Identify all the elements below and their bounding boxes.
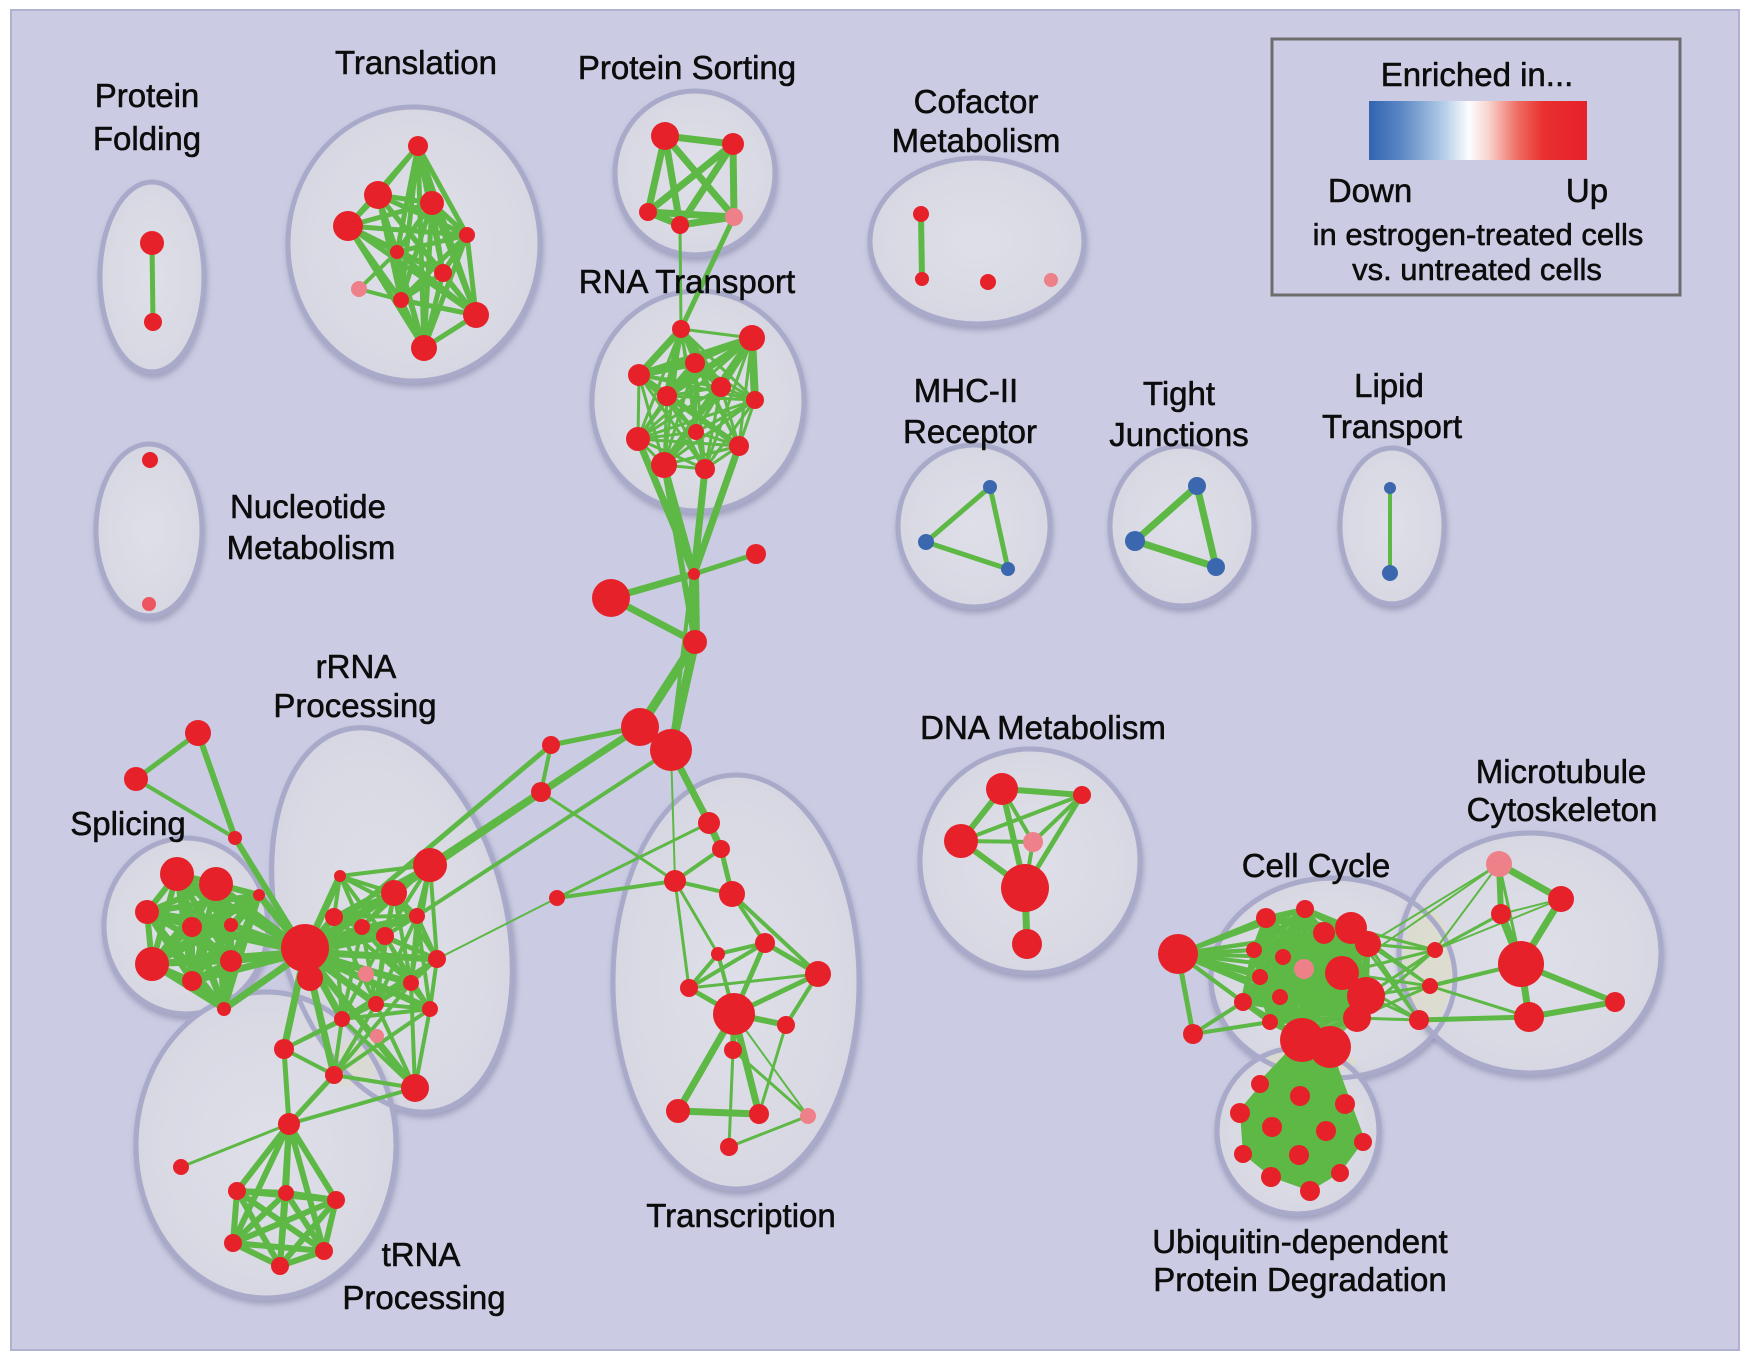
svg-text:RNA Transport: RNA Transport xyxy=(579,263,795,300)
svg-text:Protein Sorting: Protein Sorting xyxy=(578,49,796,86)
svg-text:Metabolism: Metabolism xyxy=(892,122,1061,159)
svg-text:Protein Degradation: Protein Degradation xyxy=(1153,1261,1447,1298)
svg-text:Enriched in...: Enriched in... xyxy=(1381,56,1574,93)
svg-text:Up: Up xyxy=(1566,172,1608,209)
svg-text:in estrogen-treated cells: in estrogen-treated cells xyxy=(1313,217,1644,252)
svg-text:Nucleotide: Nucleotide xyxy=(230,488,386,525)
svg-text:Translation: Translation xyxy=(335,44,497,81)
svg-text:Processing: Processing xyxy=(342,1279,505,1316)
svg-text:tRNA: tRNA xyxy=(382,1236,461,1273)
svg-text:Transport: Transport xyxy=(1322,408,1462,445)
svg-text:Lipid: Lipid xyxy=(1354,367,1424,404)
svg-text:Folding: Folding xyxy=(93,120,201,157)
svg-text:Down: Down xyxy=(1328,172,1412,209)
svg-text:Splicing: Splicing xyxy=(70,805,186,842)
svg-text:rRNA: rRNA xyxy=(316,648,397,685)
svg-text:Transcription: Transcription xyxy=(646,1197,836,1234)
svg-text:Cell Cycle: Cell Cycle xyxy=(1242,847,1391,884)
svg-text:Tight: Tight xyxy=(1143,375,1215,412)
svg-text:MHC-II: MHC-II xyxy=(914,372,1018,409)
svg-text:Cytoskeleton: Cytoskeleton xyxy=(1467,791,1658,828)
svg-text:Microtubule: Microtubule xyxy=(1476,753,1647,790)
svg-text:vs. untreated cells: vs. untreated cells xyxy=(1352,252,1602,287)
svg-text:Ubiquitin-dependent: Ubiquitin-dependent xyxy=(1152,1223,1447,1260)
svg-text:Receptor: Receptor xyxy=(903,413,1037,450)
svg-text:Cofactor: Cofactor xyxy=(914,83,1039,120)
svg-text:Junctions: Junctions xyxy=(1109,416,1248,453)
svg-text:Processing: Processing xyxy=(273,687,436,724)
svg-text:Protein: Protein xyxy=(95,77,200,114)
svg-text:Metabolism: Metabolism xyxy=(227,529,396,566)
svg-text:DNA Metabolism: DNA Metabolism xyxy=(920,709,1166,746)
